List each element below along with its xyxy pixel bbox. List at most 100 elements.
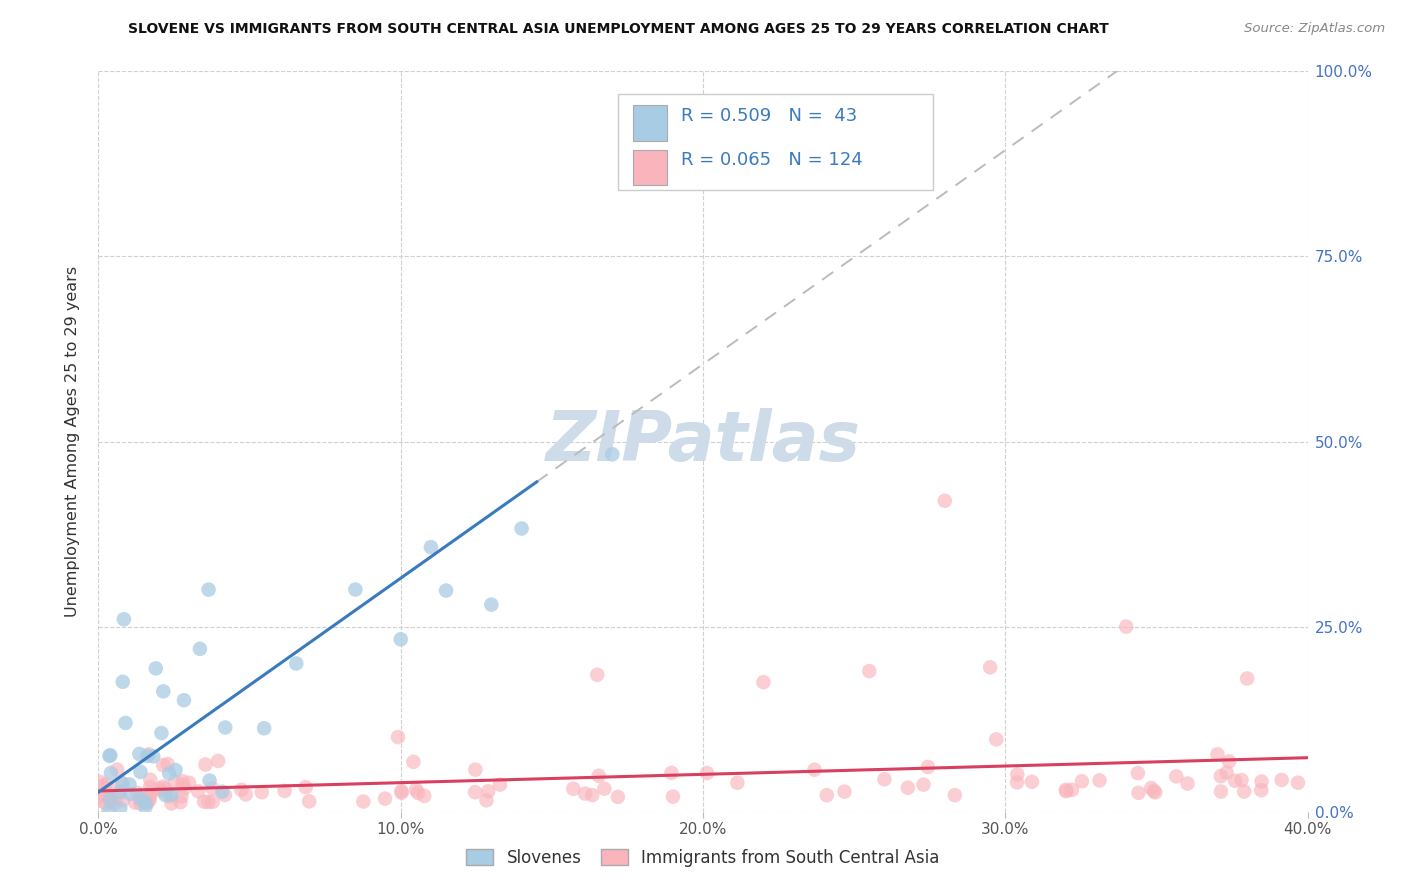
Point (89, 789, 111, 803)
Point (489, 778, 512, 792)
Point (111, 776, 134, 790)
Point (153, 781, 176, 796)
Point (661, 765, 683, 780)
Point (1054, 784, 1077, 798)
Point (464, 763, 486, 777)
Point (160, 788, 183, 802)
Point (193, 795, 215, 809)
Point (593, 781, 616, 796)
Point (873, 772, 896, 787)
Point (103, 797, 125, 811)
Point (834, 784, 856, 798)
Point (298, 794, 321, 808)
Point (815, 788, 838, 802)
Point (374, 791, 396, 805)
Legend: Slovenes, Immigrants from South Central Asia: Slovenes, Immigrants from South Central … (460, 842, 946, 874)
Point (118, 777, 141, 791)
Point (150, 784, 173, 798)
Point (129, 791, 152, 805)
Point (197, 582, 219, 597)
Point (107, 789, 129, 803)
Point (163, 774, 186, 789)
Point (148, 781, 170, 796)
Point (138, 792, 160, 806)
Point (188, 641, 211, 656)
Point (136, 796, 159, 810)
Point (172, 774, 194, 789)
Point (134, 800, 156, 814)
Point (273, 784, 295, 798)
Point (475, 793, 498, 807)
Point (187, 784, 209, 798)
Point (100, 790, 122, 805)
Point (159, 789, 181, 804)
Point (207, 754, 229, 768)
Point (402, 755, 425, 769)
Point (160, 797, 183, 811)
Point (94, 777, 117, 791)
Point (1206, 747, 1229, 762)
Point (138, 747, 160, 762)
Point (1060, 782, 1083, 797)
Point (105, 763, 128, 777)
Point (1128, 786, 1150, 800)
Point (510, 522, 533, 536)
Point (100, 795, 122, 809)
Point (111, 674, 134, 689)
Point (562, 781, 585, 796)
Point (1233, 784, 1256, 798)
Point (89, 794, 111, 808)
Point (389, 632, 412, 647)
Y-axis label: Unemployment Among Ages 25 to 29 years: Unemployment Among Ages 25 to 29 years (65, 266, 80, 617)
Point (198, 773, 221, 788)
Point (1070, 774, 1092, 789)
Point (111, 793, 134, 807)
Point (150, 726, 173, 740)
Point (142, 749, 165, 764)
Point (201, 795, 224, 809)
Point (696, 766, 718, 780)
Point (1209, 784, 1232, 798)
Point (606, 789, 628, 804)
Point (141, 785, 163, 799)
Point (581, 788, 603, 802)
Point (231, 782, 253, 797)
Point (201, 781, 224, 796)
Point (93, 788, 115, 802)
Point (124, 796, 146, 810)
Point (157, 766, 180, 780)
Point (139, 772, 162, 787)
Text: SLOVENE VS IMMIGRANTS FROM SOUTH CENTRAL ASIA UNEMPLOYMENT AMONG AGES 25 TO 29 Y: SLOVENE VS IMMIGRANTS FROM SOUTH CENTRAL… (128, 22, 1109, 37)
Point (108, 785, 131, 799)
Point (897, 780, 920, 795)
Point (177, 775, 200, 789)
Point (391, 784, 413, 798)
Point (285, 657, 308, 671)
Point (477, 784, 499, 798)
Point (100, 766, 122, 780)
Text: ZIPatlas: ZIPatlas (546, 408, 860, 475)
Point (352, 795, 374, 809)
Point (89, 774, 111, 789)
Point (214, 788, 236, 802)
Point (112, 612, 135, 626)
Point (934, 493, 956, 508)
Point (1166, 769, 1188, 783)
Point (420, 540, 443, 554)
FancyBboxPatch shape (619, 94, 932, 190)
Point (165, 763, 187, 777)
Point (588, 769, 610, 783)
Point (586, 667, 609, 681)
Point (943, 788, 966, 802)
Point (98, 781, 121, 796)
Point (152, 758, 174, 772)
Point (134, 796, 156, 810)
Point (111, 776, 134, 790)
Point (129, 793, 152, 807)
Point (752, 675, 775, 690)
Point (129, 764, 152, 779)
Point (132, 794, 155, 808)
Point (173, 693, 195, 707)
Point (1005, 775, 1028, 789)
Point (434, 583, 457, 598)
